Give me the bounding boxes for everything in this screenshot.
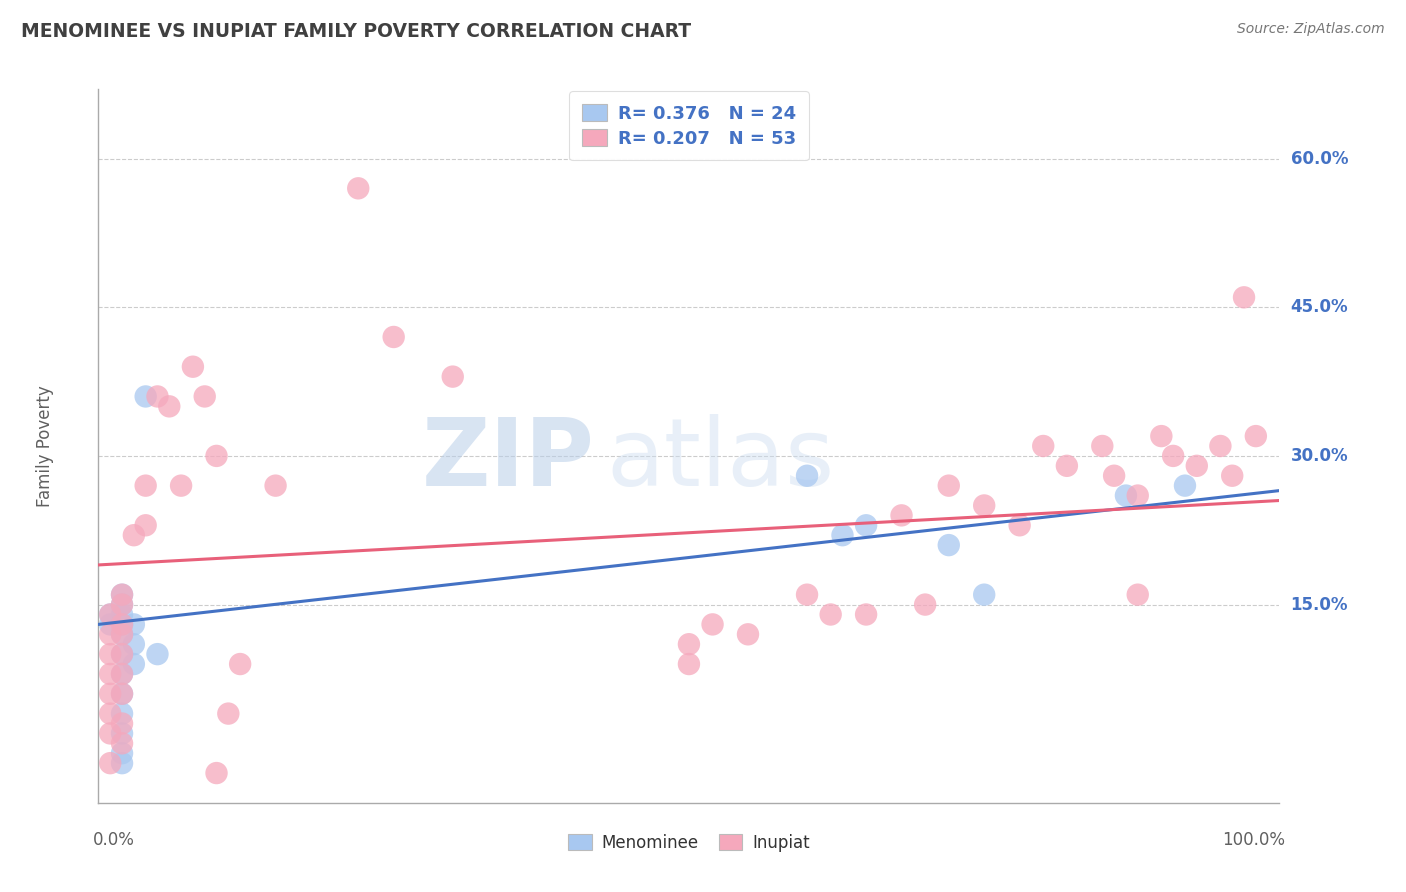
Point <box>1150 429 1173 443</box>
Point <box>1126 588 1149 602</box>
Point <box>205 766 228 780</box>
Point <box>831 528 853 542</box>
Point <box>181 359 204 374</box>
Point <box>122 528 145 542</box>
Point <box>98 687 121 701</box>
Point <box>678 657 700 671</box>
Point <box>98 607 121 622</box>
Point <box>111 667 134 681</box>
Point <box>122 657 145 671</box>
Point <box>347 181 370 195</box>
Point <box>973 499 995 513</box>
Text: Family Poverty: Family Poverty <box>37 385 55 507</box>
Point <box>111 736 134 750</box>
Point <box>122 637 145 651</box>
Point <box>1056 458 1078 473</box>
Text: 45.0%: 45.0% <box>1291 298 1348 317</box>
Point <box>111 726 134 740</box>
Point <box>796 468 818 483</box>
Point <box>1174 478 1197 492</box>
Point <box>217 706 239 721</box>
Point <box>194 389 217 403</box>
Legend: Menominee, Inupiat: Menominee, Inupiat <box>561 828 817 859</box>
Point <box>1115 489 1137 503</box>
Point <box>890 508 912 523</box>
Text: ZIP: ZIP <box>422 414 595 507</box>
Point <box>973 588 995 602</box>
Point <box>98 667 121 681</box>
Point <box>1102 468 1125 483</box>
Point <box>98 607 121 622</box>
Point <box>111 647 134 661</box>
Point <box>111 598 134 612</box>
Point <box>1209 439 1232 453</box>
Point <box>1126 489 1149 503</box>
Point <box>855 518 877 533</box>
Point <box>702 617 724 632</box>
Point <box>122 617 145 632</box>
Point <box>737 627 759 641</box>
Point <box>98 617 121 632</box>
Point <box>1008 518 1031 533</box>
Point <box>135 389 157 403</box>
Point <box>111 588 134 602</box>
Point <box>914 598 936 612</box>
Point <box>135 478 157 492</box>
Point <box>111 588 134 602</box>
Text: 100.0%: 100.0% <box>1222 831 1285 849</box>
Point <box>1244 429 1267 443</box>
Point <box>938 478 960 492</box>
Point <box>111 647 134 661</box>
Point <box>938 538 960 552</box>
Point <box>98 627 121 641</box>
Point <box>111 607 134 622</box>
Point <box>157 400 180 414</box>
Text: 0.0%: 0.0% <box>93 831 135 849</box>
Point <box>820 607 842 622</box>
Point <box>441 369 464 384</box>
Point <box>111 598 134 612</box>
Point <box>135 518 157 533</box>
Point <box>855 607 877 622</box>
Point <box>264 478 287 492</box>
Point <box>98 756 121 771</box>
Text: atlas: atlas <box>606 414 835 507</box>
Point <box>146 389 169 403</box>
Point <box>382 330 405 344</box>
Point <box>98 647 121 661</box>
Point <box>111 756 134 771</box>
Point <box>111 687 134 701</box>
Point <box>111 627 134 641</box>
Point <box>111 716 134 731</box>
Text: 60.0%: 60.0% <box>1291 150 1348 168</box>
Point <box>111 667 134 681</box>
Point <box>111 627 134 641</box>
Point <box>111 706 134 721</box>
Point <box>229 657 252 671</box>
Point <box>146 647 169 661</box>
Point <box>111 617 134 632</box>
Point <box>1233 290 1256 304</box>
Text: MENOMINEE VS INUPIAT FAMILY POVERTY CORRELATION CHART: MENOMINEE VS INUPIAT FAMILY POVERTY CORR… <box>21 22 692 41</box>
Point <box>1032 439 1054 453</box>
Point <box>111 687 134 701</box>
Text: Source: ZipAtlas.com: Source: ZipAtlas.com <box>1237 22 1385 37</box>
Point <box>1185 458 1208 473</box>
Text: 30.0%: 30.0% <box>1291 447 1348 465</box>
Point <box>1161 449 1184 463</box>
Point <box>98 706 121 721</box>
Point <box>1220 468 1243 483</box>
Point <box>1091 439 1114 453</box>
Point <box>111 617 134 632</box>
Point <box>98 726 121 740</box>
Point <box>205 449 228 463</box>
Point <box>170 478 193 492</box>
Text: 15.0%: 15.0% <box>1291 596 1348 614</box>
Point <box>678 637 700 651</box>
Point <box>111 746 134 760</box>
Point <box>796 588 818 602</box>
